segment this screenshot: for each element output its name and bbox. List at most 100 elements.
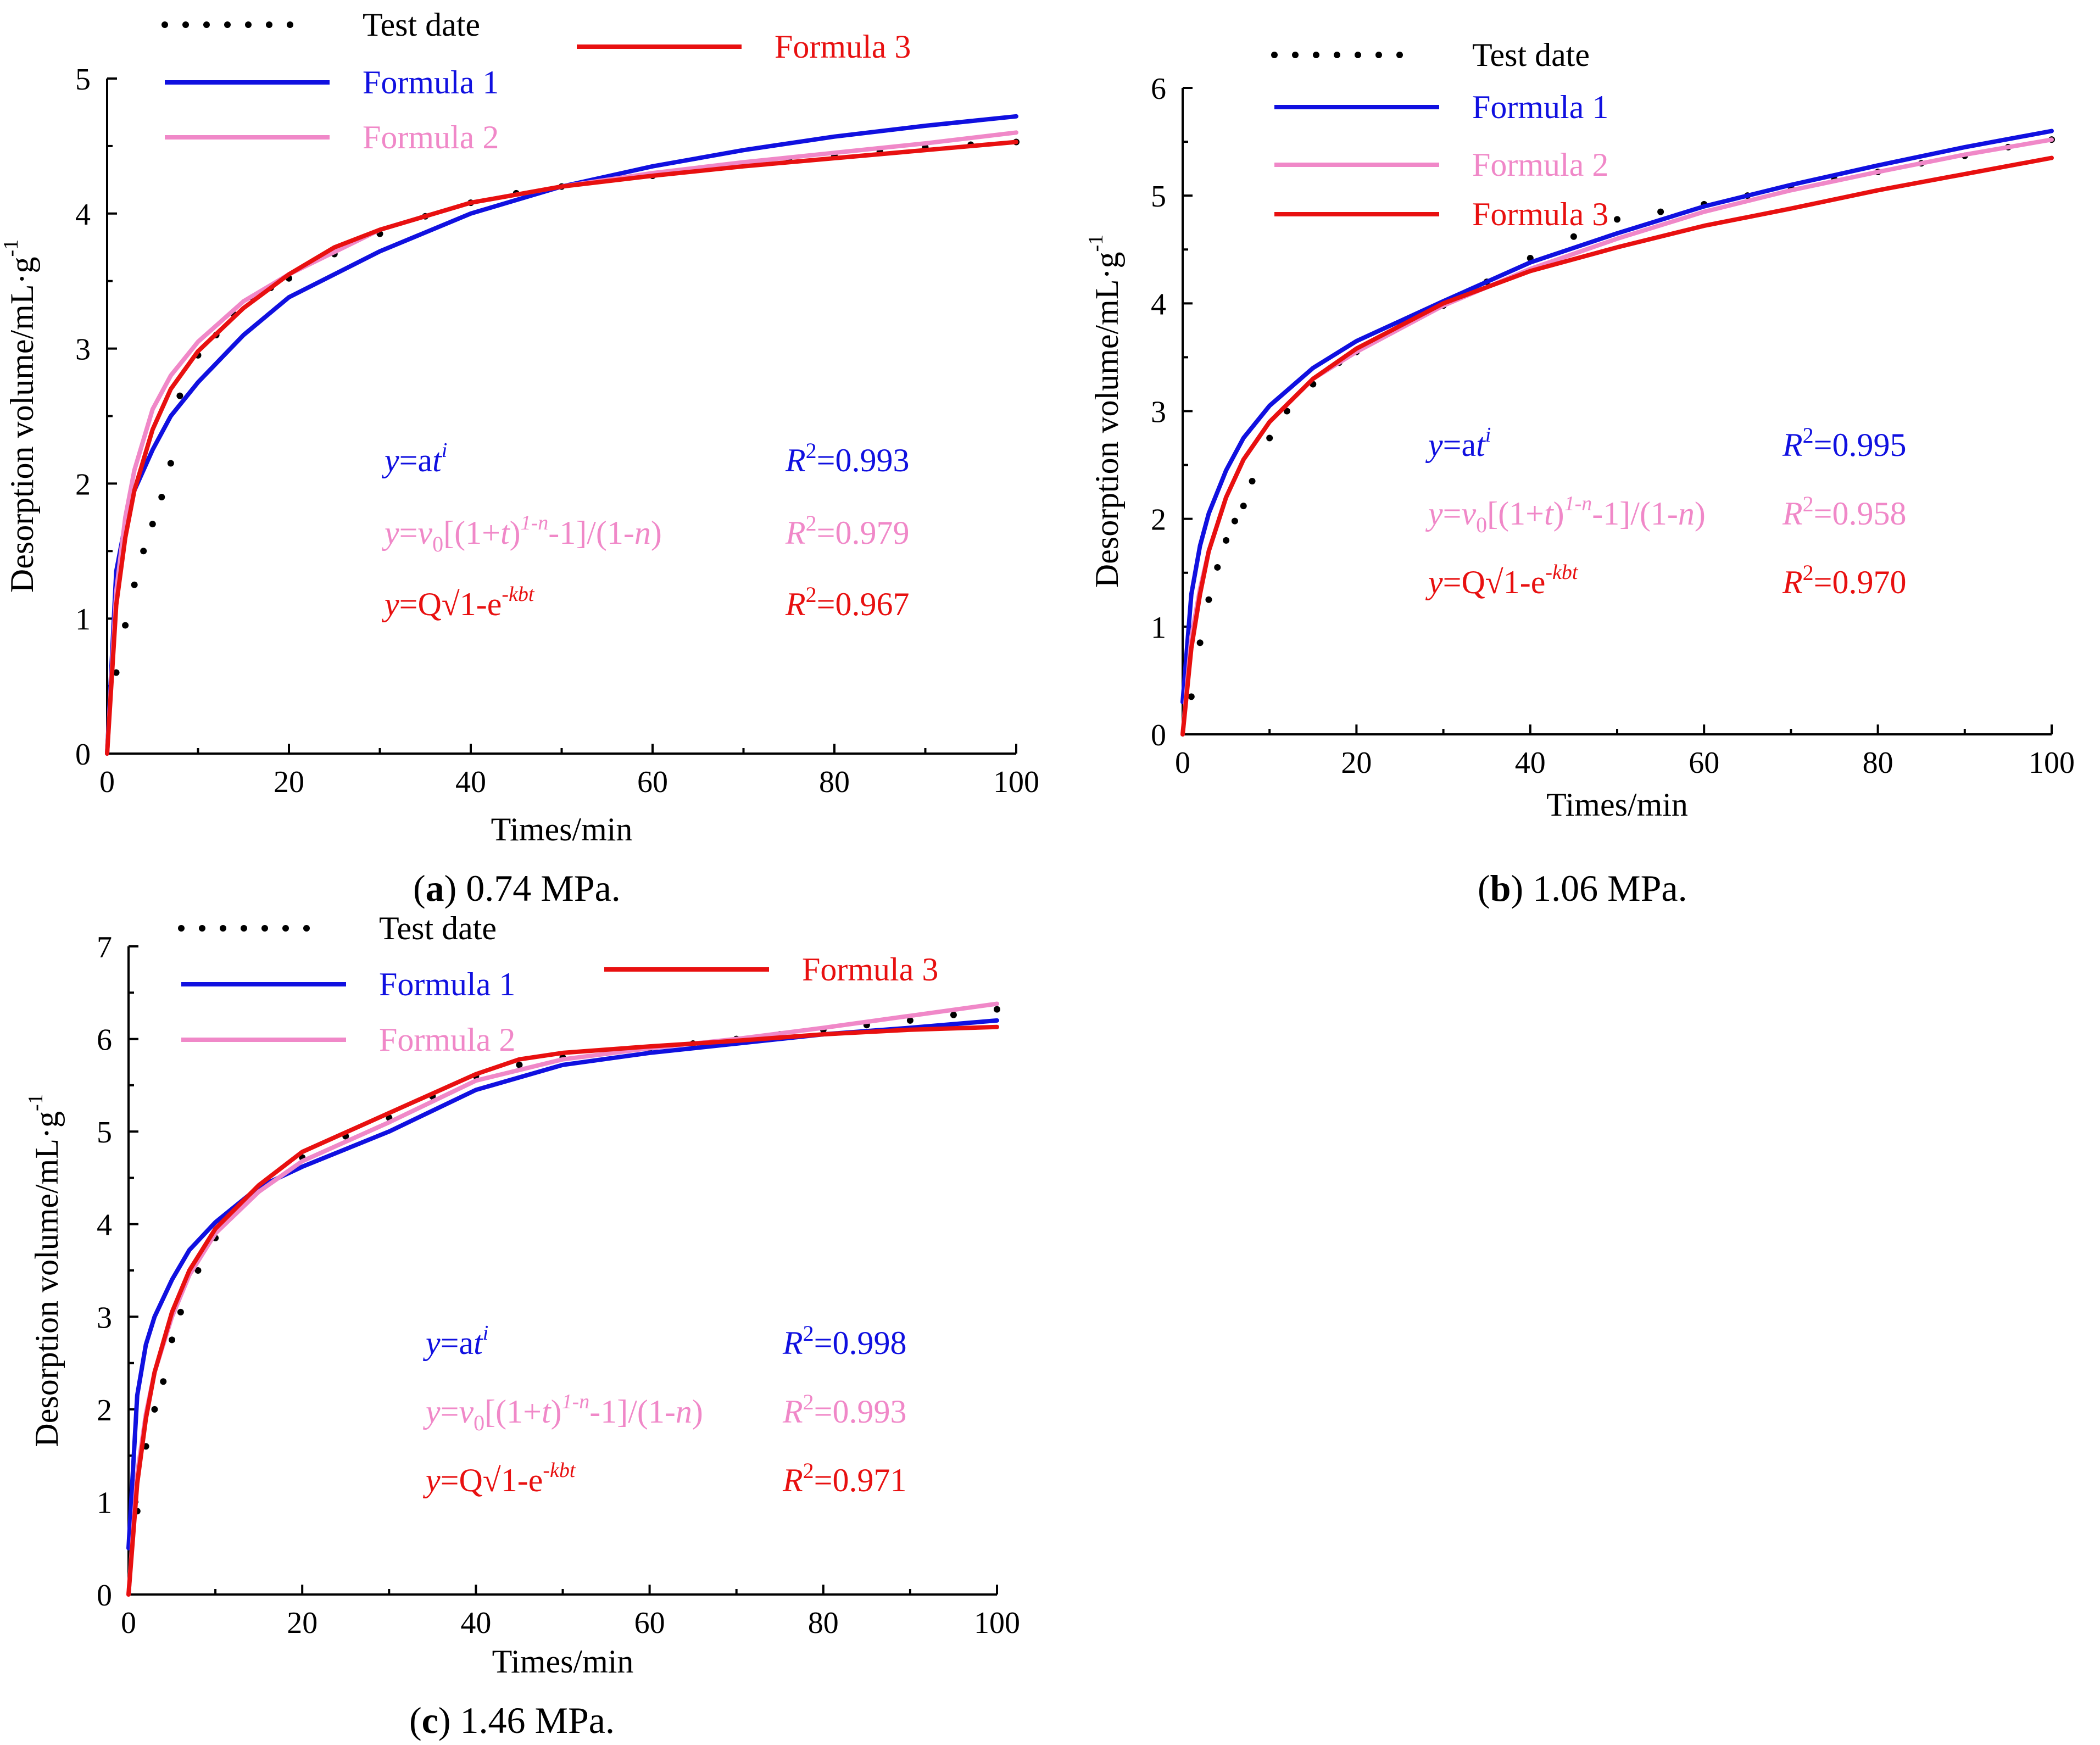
equation-f2: y=v0[(1+t)1-n-1]/(1-n) <box>381 511 662 556</box>
x-axis-title: Times/min <box>491 811 633 848</box>
x-tick-label: 0 <box>99 765 115 799</box>
x-tick-label: 80 <box>819 765 850 799</box>
panel-caption: (b) 1.06 MPa. <box>1478 867 1687 909</box>
equation-f2: y=v0[(1+t)1-n-1]/(1-n) <box>1425 492 1706 537</box>
test-data-point <box>1231 517 1238 525</box>
chart-panel-c: 0 20 40 60 80 100 0 1 2 3 4 5 6 7 Times/min Desorption … <box>24 910 1020 1741</box>
chart-panel-b: 0 20 40 60 80 100 0 1 2 3 4 5 6 Times/min Desorption v… <box>1084 37 2075 909</box>
test-data-point <box>1283 408 1290 415</box>
legend-label-f1: Formula 1 <box>379 966 515 1002</box>
test-data-point <box>994 1006 1000 1013</box>
y-tick-label: 1 <box>97 1486 112 1520</box>
test-data-point <box>1188 693 1195 700</box>
legend-label-test: Test date <box>379 910 497 946</box>
y-axis-title: Desorption volume/mL·g-1 <box>24 1094 65 1447</box>
y-tick-label: 5 <box>1151 180 1166 214</box>
legend-label-test: Test date <box>1472 37 1590 73</box>
y-tick-label: 5 <box>97 1116 112 1150</box>
test-data-point <box>1214 564 1221 571</box>
legend-swatch-dots <box>1271 52 1278 58</box>
test-data-point <box>906 1017 913 1024</box>
y-tick-label: 5 <box>75 63 91 97</box>
x-axis-title: Times/min <box>492 1643 634 1680</box>
legend-label-test: Test date <box>363 7 480 43</box>
y-tick-label: 6 <box>1151 72 1166 106</box>
test-data-point <box>177 1308 184 1315</box>
legend-label-f2: Formula 2 <box>1472 147 1608 183</box>
y-tick-label: 4 <box>97 1208 112 1242</box>
test-data-point <box>516 1061 523 1068</box>
x-tick-label: 40 <box>1515 746 1546 780</box>
legend-swatch-dots <box>266 21 272 28</box>
legend-swatch-dots <box>220 925 226 932</box>
equation-f3: y=Q√1-e-kbt <box>1425 561 1579 600</box>
series-line-f2 <box>1180 137 2054 737</box>
test-data-point <box>1657 208 1664 215</box>
test-data-point <box>176 392 183 399</box>
legend-swatch-dots <box>241 925 247 932</box>
legend-swatch-dots <box>282 925 289 932</box>
legend-swatch-dots <box>161 21 168 28</box>
test-data-point <box>950 1011 957 1018</box>
y-axis-title: Desorption volume/mL·g-1 <box>1084 235 1125 588</box>
legend-swatch-dots <box>224 21 231 28</box>
legend-swatch-dots <box>182 21 189 28</box>
test-data-point <box>1196 639 1204 646</box>
legend-label-f2: Formula 2 <box>379 1022 515 1058</box>
x-tick-label: 60 <box>637 765 668 799</box>
x-tick-label: 100 <box>993 765 1039 799</box>
test-data-point <box>160 1378 167 1385</box>
r2-value-f2: R2=0.993 <box>782 1390 907 1430</box>
x-tick-label: 80 <box>1863 746 1893 780</box>
equation-f3: y=Q√1-e-kbt <box>381 583 535 622</box>
y-axis-title: Desorption volume/mL·g-1 <box>0 239 40 593</box>
legend-swatch-dots <box>178 925 185 932</box>
x-tick-label: 20 <box>274 765 304 799</box>
legend-label-f1: Formula 1 <box>1472 89 1608 125</box>
r2-value-f3: R2=0.971 <box>782 1458 907 1498</box>
legend-swatch-dots <box>1313 52 1319 58</box>
x-tick-label: 80 <box>808 1606 839 1640</box>
y-tick-label: 4 <box>75 198 91 232</box>
series-line-f2 <box>126 1001 999 1597</box>
test-data-point <box>151 1406 158 1413</box>
legend-label-f3: Formula 3 <box>802 951 938 988</box>
test-data-point <box>122 622 129 629</box>
y-tick-label: 2 <box>1151 503 1166 537</box>
x-tick-label: 100 <box>974 1606 1020 1640</box>
test-data-point <box>167 460 174 467</box>
chart-panel-a: 0 20 40 60 80 100 0 1 2 3 4 5 Times/min Desorption vo… <box>0 7 1039 909</box>
y-tick-label: 0 <box>1151 718 1166 752</box>
y-tick-label: 2 <box>75 467 91 501</box>
x-tick-label: 0 <box>1175 746 1190 780</box>
y-tick-label: 0 <box>97 1579 112 1613</box>
equation-f2: y=v0[(1+t)1-n-1]/(1-n) <box>422 1390 703 1435</box>
y-tick-label: 4 <box>1151 287 1166 321</box>
x-tick-label: 0 <box>121 1606 136 1640</box>
test-data-point <box>1205 596 1212 603</box>
test-data-point <box>1249 478 1256 485</box>
test-data-point <box>1223 537 1230 544</box>
series-line-f3 <box>1180 155 2054 737</box>
y-tick-label: 6 <box>97 1023 112 1057</box>
y-tick-label: 2 <box>97 1393 112 1428</box>
x-tick-label: 60 <box>634 1606 665 1640</box>
test-data-point <box>194 1267 202 1274</box>
x-tick-label: 20 <box>287 1606 317 1640</box>
test-data-point <box>113 669 120 676</box>
test-data-point <box>140 548 147 555</box>
test-data-point <box>131 581 138 588</box>
series-line-f3 <box>126 1024 999 1597</box>
y-tick-label: 7 <box>97 930 112 965</box>
legend-label-f1: Formula 1 <box>363 64 499 101</box>
r2-value-f3: R2=0.967 <box>785 582 910 622</box>
legend-swatch-dots <box>1334 52 1340 58</box>
legend-swatch-dots <box>1396 52 1403 58</box>
legend-label-f3: Formula 3 <box>775 29 911 65</box>
legend-swatch-dots <box>287 21 293 28</box>
r2-value-f1: R2=0.998 <box>782 1321 907 1361</box>
x-tick-label: 40 <box>460 1606 491 1640</box>
legend-swatch-dots <box>203 21 210 28</box>
